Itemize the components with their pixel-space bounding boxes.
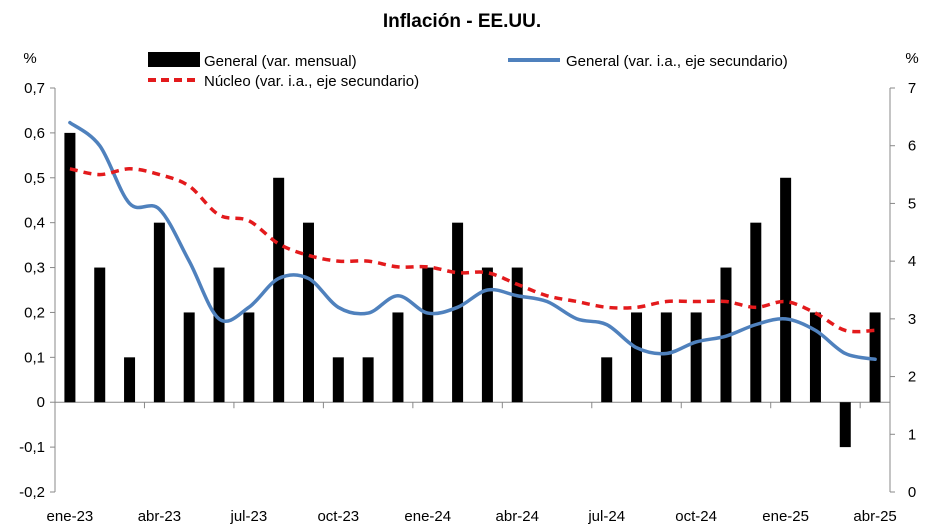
x-tick-label: abr-25 [853, 508, 896, 525]
y-left-tick-label: 0,1 [24, 349, 45, 366]
bar-mar-23 [124, 357, 136, 403]
x-tick-label: oct-23 [317, 508, 359, 525]
bar-ene-23 [64, 132, 76, 403]
y-right-unit: % [905, 50, 918, 67]
bar-ago-23 [273, 177, 285, 403]
bar-ene-25 [780, 177, 792, 403]
y-right-tick-label: 7 [908, 80, 916, 97]
y-right-tick-label: 4 [908, 253, 916, 270]
bar-nov-23 [362, 357, 374, 403]
legend-label-bar: General (var. mensual) [204, 53, 357, 70]
y-right-tick-label: 3 [908, 311, 916, 328]
y-left-tick-label: -0,2 [19, 484, 45, 501]
bar-jul-24 [601, 357, 613, 403]
bar-jun-23 [213, 267, 225, 403]
x-tick-label: ene-25 [762, 508, 809, 525]
y-right-tick-label: 5 [908, 195, 916, 212]
bar-abr-25 [869, 312, 881, 403]
y-left-unit: % [23, 50, 36, 67]
x-tick-label: ene-23 [47, 508, 94, 525]
x-tick-label: jul-23 [229, 508, 267, 525]
legend-swatch-bar [148, 52, 200, 67]
bar-may-23 [183, 312, 195, 403]
x-tick-label: ene-24 [404, 508, 451, 525]
legend-label-general: General (var. i.a., eje secundario) [566, 53, 788, 70]
bar-ago-24 [631, 312, 643, 403]
chart-title: Inflación - EE.UU. [383, 11, 541, 32]
y-left-tick-label: 0,5 [24, 170, 45, 187]
bar-jul-23 [243, 312, 255, 403]
y-left-tick-label: 0,2 [24, 304, 45, 321]
y-right-tick-label: 6 [908, 138, 916, 155]
x-tick-label: abr-23 [138, 508, 181, 525]
y-left-tick-label: 0 [37, 394, 45, 411]
bar-dic-24 [750, 222, 762, 403]
y-right-tick-label: 2 [908, 369, 916, 386]
bar-sep-24 [660, 312, 672, 403]
bar-series [64, 132, 881, 448]
legend: General (var. mensual) General (var. i.a… [148, 52, 788, 90]
y-left-tick-label: 0,3 [24, 260, 45, 277]
y-left-tick-label: 0,6 [24, 125, 45, 142]
line-core-yoy [69, 167, 876, 334]
bar-feb-25 [809, 312, 821, 403]
y-left-tick-label: 0,4 [24, 215, 45, 232]
bar-sep-23 [302, 222, 314, 403]
y-left-tick-label: 0,7 [24, 80, 45, 97]
bar-abr-23 [153, 222, 165, 403]
x-tick-label: oct-24 [675, 508, 717, 525]
line-series [68, 120, 877, 362]
bar-ene-24 [422, 267, 434, 403]
x-tick-label: jul-24 [587, 508, 625, 525]
bar-feb-24 [452, 222, 464, 403]
bar-abr-24 [511, 267, 523, 403]
bar-mar-24 [481, 267, 493, 403]
bar-mar-25 [839, 402, 851, 448]
y-right-tick-label: 0 [908, 484, 916, 501]
bar-oct-23 [332, 357, 344, 403]
bar-dic-23 [392, 312, 404, 403]
y-left-tick-label: -0,1 [19, 439, 45, 456]
line-general-yoy [68, 120, 877, 362]
y-right-tick-label: 1 [908, 426, 916, 443]
bar-feb-23 [94, 267, 106, 403]
x-tick-label: abr-24 [496, 508, 539, 525]
legend-label-core: Núcleo (var. i.a., eje secundario) [204, 73, 419, 90]
bar-oct-24 [690, 312, 702, 403]
